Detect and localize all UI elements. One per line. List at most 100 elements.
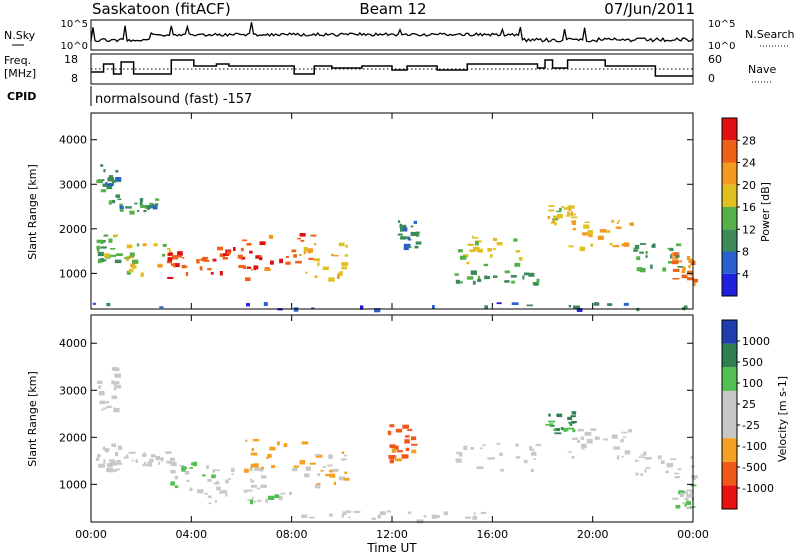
data-cell bbox=[140, 204, 147, 208]
data-cell bbox=[371, 517, 376, 520]
data-cell bbox=[119, 207, 124, 212]
data-cell bbox=[672, 257, 679, 260]
data-cell bbox=[251, 447, 254, 452]
data-cell bbox=[636, 267, 643, 272]
data-cell bbox=[233, 247, 236, 251]
data-cell bbox=[583, 224, 590, 229]
data-cell bbox=[322, 266, 329, 271]
data-cell bbox=[157, 263, 163, 268]
data-cell bbox=[348, 516, 351, 519]
data-cell bbox=[300, 239, 305, 242]
data-cell bbox=[454, 273, 459, 276]
data-cell bbox=[167, 276, 174, 279]
data-cell bbox=[607, 303, 613, 306]
data-region bbox=[241, 233, 317, 271]
data-cell bbox=[688, 265, 691, 269]
data-cell bbox=[166, 260, 173, 264]
data-cell bbox=[143, 210, 147, 213]
data-cell bbox=[395, 428, 403, 433]
data-cell bbox=[569, 423, 573, 426]
data-cell bbox=[524, 272, 530, 276]
data-cell bbox=[197, 489, 204, 494]
data-cell bbox=[515, 456, 521, 459]
data-cell bbox=[263, 302, 268, 306]
data-cell bbox=[250, 499, 254, 505]
data-cell bbox=[116, 253, 123, 256]
power-ylabel: Slant Range [km] bbox=[26, 164, 39, 260]
data-cell bbox=[103, 407, 107, 410]
data-cell bbox=[547, 216, 550, 219]
data-cell bbox=[97, 258, 102, 264]
data-cell bbox=[108, 200, 112, 205]
data-cell bbox=[202, 256, 209, 259]
nsky-label: N.Sky bbox=[4, 29, 36, 42]
data-cell bbox=[590, 428, 597, 431]
colorbar-swatch bbox=[722, 485, 737, 509]
data-cell bbox=[403, 227, 408, 232]
data-cell bbox=[240, 256, 246, 260]
data-cell bbox=[176, 255, 182, 258]
data-cell bbox=[345, 510, 352, 514]
data-cell bbox=[100, 252, 103, 256]
data-region bbox=[168, 461, 216, 492]
data-cell bbox=[499, 452, 503, 457]
data-cell bbox=[484, 275, 487, 280]
data-cell bbox=[416, 519, 424, 524]
data-cell bbox=[672, 252, 677, 256]
data-cell bbox=[127, 255, 134, 259]
data-cell bbox=[339, 271, 343, 276]
x-tick-label: 16:00 bbox=[476, 528, 508, 541]
data-region bbox=[567, 428, 632, 460]
data-cell bbox=[682, 266, 686, 271]
nsearch-tick-bottom: 10^0 bbox=[708, 41, 735, 52]
data-cell bbox=[685, 492, 689, 495]
data-cell bbox=[251, 480, 255, 483]
data-cell bbox=[684, 503, 687, 507]
y-tick-label: 3000 bbox=[59, 384, 87, 397]
data-cell bbox=[341, 514, 344, 518]
data-cell bbox=[671, 252, 674, 257]
data-cell bbox=[184, 470, 190, 475]
data-cell bbox=[98, 463, 105, 468]
data-cell bbox=[693, 477, 696, 481]
data-cell bbox=[212, 470, 215, 473]
data-cell bbox=[308, 257, 314, 260]
x-tick-label: 04:00 bbox=[175, 528, 207, 541]
data-region bbox=[117, 198, 160, 215]
data-cell bbox=[179, 464, 185, 467]
data-cell bbox=[553, 428, 557, 432]
data-cell bbox=[590, 243, 593, 247]
data-cell bbox=[680, 492, 684, 497]
data-cell bbox=[137, 209, 140, 212]
data-cell bbox=[99, 400, 106, 405]
data-cell bbox=[106, 302, 111, 307]
data-cell bbox=[98, 385, 102, 389]
data-cell bbox=[397, 233, 403, 236]
data-cell bbox=[181, 467, 186, 472]
data-cell bbox=[256, 487, 261, 490]
data-cell bbox=[572, 437, 578, 440]
data-cell bbox=[467, 243, 474, 246]
data-cell bbox=[567, 427, 574, 430]
data-cell bbox=[212, 258, 217, 262]
data-cell bbox=[617, 220, 620, 222]
data-cell bbox=[455, 279, 461, 284]
data-cell bbox=[407, 237, 411, 241]
data-cell bbox=[387, 430, 392, 436]
data-cell bbox=[186, 479, 190, 482]
data-cell bbox=[96, 239, 104, 243]
data-cell bbox=[101, 408, 104, 411]
colorbar-swatch bbox=[722, 273, 737, 296]
data-cell bbox=[253, 265, 259, 270]
data-cell bbox=[207, 478, 212, 482]
data-cell bbox=[515, 443, 519, 447]
data-cell bbox=[548, 205, 555, 207]
data-cell bbox=[389, 459, 394, 464]
data-cell bbox=[135, 459, 138, 463]
data-cell bbox=[106, 185, 113, 190]
data-cell bbox=[559, 207, 562, 212]
data-cell bbox=[460, 281, 463, 284]
data-cell bbox=[132, 265, 137, 269]
freq-tick-bottom: 8 bbox=[71, 72, 78, 85]
data-cell bbox=[167, 248, 171, 250]
